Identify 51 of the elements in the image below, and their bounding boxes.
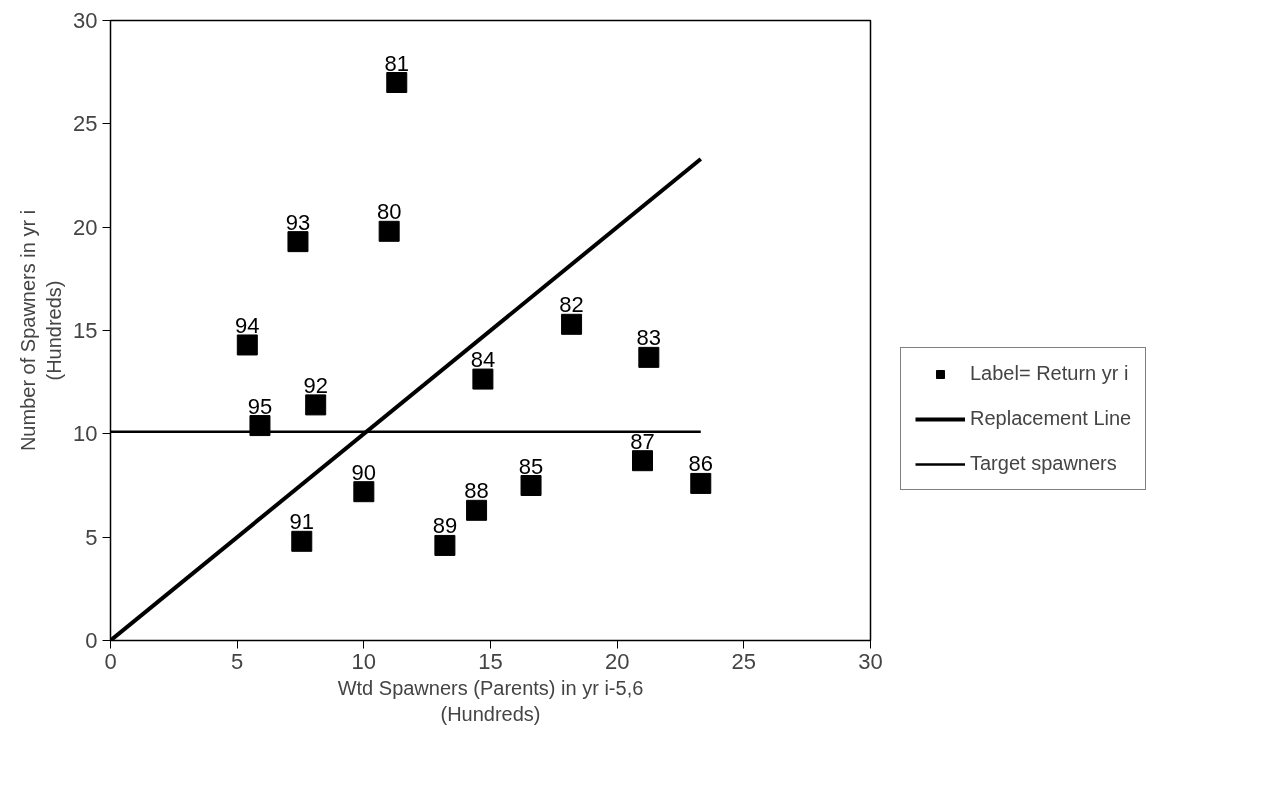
annotation: 91 [289,509,315,535]
point [386,72,408,93]
x-tick-label: 0 [104,648,117,674]
point [561,313,583,335]
annotation: 82 [559,292,584,318]
legend-label: Label= Return yr i [970,362,1129,385]
x-tick-label: 5 [231,648,244,674]
annotation: 95 [247,393,273,419]
x-tick-label: 20 [604,648,630,674]
y-tick-label: 25 [73,111,98,137]
annotation: 86 [688,451,714,477]
point [520,475,542,496]
x-tick-label: 10 [351,648,377,674]
annotation: 92 [303,372,328,398]
y-tick-label: 15 [73,318,98,343]
point [632,450,653,472]
x-tick-label: 25 [731,648,757,674]
annotation: 84 [470,347,496,373]
annotation: 89 [432,513,458,539]
x-tick-label: 30 [858,648,883,674]
point [287,231,309,253]
point [291,530,313,552]
point [434,534,456,556]
point [638,346,660,368]
annotation: 83 [636,325,662,351]
y-tick-label: 5 [85,524,98,550]
point [353,481,375,503]
point [472,368,494,390]
y-axis-title: Number of Spawners in yr i (Hundreds) [16,209,66,452]
annotation: 90 [351,459,377,485]
annotation: 80 [376,199,402,225]
annotation: 93 [285,209,311,235]
point [466,499,488,521]
x-tick-label: 15 [478,648,503,674]
point [236,334,258,356]
legend-label: Target spawners [970,452,1117,475]
annotation: 88 [464,478,489,504]
y-tick-label: 10 [73,421,98,447]
annotation: 94 [235,312,260,338]
annotation: 87 [630,428,655,454]
annotation: 81 [384,50,410,76]
point [305,394,327,416]
x-axis-title: Wtd Spawners (Parents) in yr i-5,6 (Hundreds) [337,676,644,725]
y-tick-label: 30 [73,8,98,33]
annotation: 85 [518,453,544,479]
point [378,220,400,242]
point [690,472,712,494]
y-tick-label: 0 [85,628,98,653]
y-tick-label: 20 [73,214,98,240]
legend-label: Replacement Line [970,407,1132,430]
point [249,415,271,437]
